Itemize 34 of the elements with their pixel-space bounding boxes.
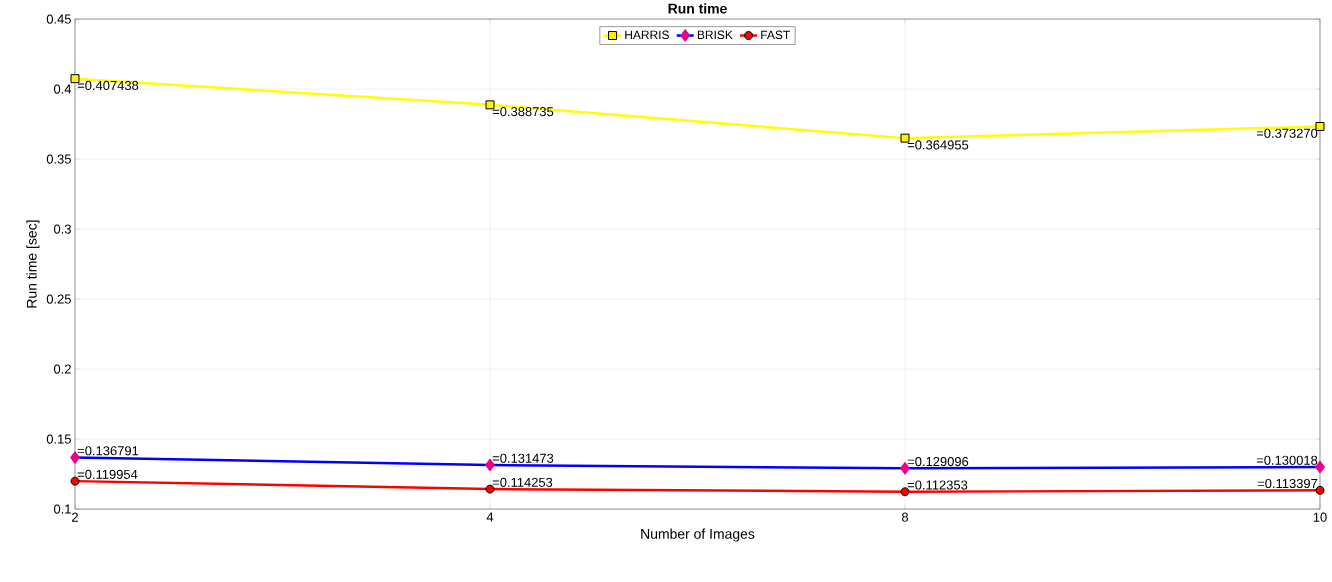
y-tick-label: 0.15 <box>46 434 71 444</box>
point <box>70 476 80 486</box>
data-label: =0.119954 <box>77 469 138 479</box>
data-label: =0.388735 <box>492 106 554 117</box>
data-label: =0.112353 <box>907 480 968 490</box>
data-label: =0.129096 <box>907 456 969 467</box>
x-tick-label: 4 <box>486 512 494 522</box>
y-tick-label: 0.25 <box>46 294 71 304</box>
data-label: =0.407438 <box>77 80 139 90</box>
x-axis-title: Number of Images <box>641 528 755 542</box>
y-tick-label: 0.1 <box>53 504 71 514</box>
y-tick-label: 0.45 <box>46 14 71 24</box>
data-label: =0.131473 <box>492 453 554 463</box>
data-label: =0.364955 <box>907 140 969 150</box>
data-label: =0.373270 <box>1256 128 1318 138</box>
data-label: =0.114253 <box>492 477 553 487</box>
y-tick-label: 0.4 <box>53 84 72 94</box>
legend-label: HARRIS <box>625 30 669 40</box>
chart-title: Run time <box>668 3 727 14</box>
point <box>485 484 495 494</box>
point <box>1315 485 1325 495</box>
legend-label: BRISK <box>697 30 733 40</box>
y-axis-title: Run time [sec] <box>26 220 40 308</box>
data-label: =0.130018 <box>1256 455 1318 465</box>
y-tick-label: 0.35 <box>46 154 71 164</box>
x-tick-label: 10 <box>1313 512 1327 522</box>
x-tick-label: 8 <box>901 512 909 522</box>
data-label: =0.113397 <box>1257 478 1318 489</box>
point <box>70 74 80 84</box>
legend-label: FAST <box>761 30 790 40</box>
x-tick-label: 2 <box>72 512 78 522</box>
y-tick-label: 0.3 <box>53 224 71 234</box>
y-tick-label: 0.2 <box>53 364 71 374</box>
data-label: =0.136791 <box>77 446 139 456</box>
